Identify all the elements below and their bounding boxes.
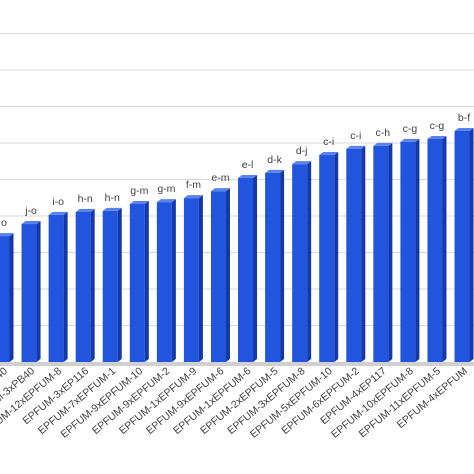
bar-side [117, 207, 122, 362]
bar-top [183, 195, 203, 199]
bar-annotation: c-g [430, 120, 445, 132]
bar [346, 148, 362, 362]
bar [48, 214, 64, 362]
bar-side [442, 135, 447, 362]
bar-side [171, 199, 176, 362]
bar-side [63, 211, 68, 362]
bar [427, 138, 443, 362]
bar [183, 198, 199, 362]
bar-top [265, 169, 285, 173]
bar [156, 202, 172, 362]
bar-side [307, 161, 312, 362]
bar-side [334, 152, 339, 362]
bar-annotation: g-m [130, 185, 148, 197]
bar [210, 191, 226, 362]
bar-annotation: g-m [157, 183, 175, 195]
bar-annotation: h-n [105, 192, 120, 204]
bar-side [225, 188, 230, 362]
bar [454, 130, 470, 362]
bar-annotation: b-f [458, 112, 470, 124]
bar-side [415, 138, 420, 362]
bar-annotation: f-m [186, 179, 201, 191]
bar-annotation: i-o [52, 196, 64, 208]
bar [319, 155, 335, 362]
bar [400, 141, 416, 362]
bar-side [469, 127, 474, 362]
bar-side [361, 145, 366, 362]
bar-annotation: d-j [296, 145, 308, 157]
bar-top [129, 200, 149, 204]
bar-side [198, 195, 203, 362]
bar [265, 172, 281, 362]
bar-annotation: o [1, 217, 7, 229]
bar-top [427, 135, 447, 139]
bar-side [9, 233, 14, 362]
bar-top [454, 127, 474, 131]
bar [238, 178, 254, 362]
bar-top [156, 199, 176, 203]
bar-top [48, 211, 68, 215]
bar-annotation: c-g [403, 123, 418, 135]
bar-annotation: j-o [24, 205, 37, 217]
bar-annotation: c-i [323, 136, 334, 148]
bar-side [36, 221, 41, 362]
bar [373, 145, 389, 362]
bar [21, 224, 37, 362]
floor [0, 362, 474, 366]
bar-top [319, 152, 339, 156]
bar [292, 164, 308, 362]
bar-side [90, 208, 95, 362]
bar-top [373, 142, 393, 146]
bar-annotation: c-h [376, 127, 391, 139]
bar-annotation: h-n [78, 193, 93, 205]
bar-top [292, 161, 312, 165]
bar [75, 211, 91, 362]
bar-side [388, 142, 393, 362]
bar-side [144, 200, 149, 362]
bar-top [102, 207, 122, 211]
bar-top [0, 233, 14, 237]
bar-annotation: d-k [267, 154, 282, 166]
bar-top [210, 188, 230, 192]
bar-side [253, 175, 258, 362]
bar-top [346, 145, 366, 149]
bar-side [280, 169, 285, 362]
bar-top [21, 221, 41, 225]
bar-annotation: e-l [242, 159, 254, 171]
bar-top [75, 208, 95, 212]
bar-top [238, 175, 258, 179]
bar-annotation: e-m [211, 172, 229, 184]
bar-top [400, 138, 420, 142]
bar-annotation: c-i [350, 130, 361, 142]
bar [102, 210, 118, 362]
bar [129, 203, 145, 362]
bar [0, 236, 10, 362]
